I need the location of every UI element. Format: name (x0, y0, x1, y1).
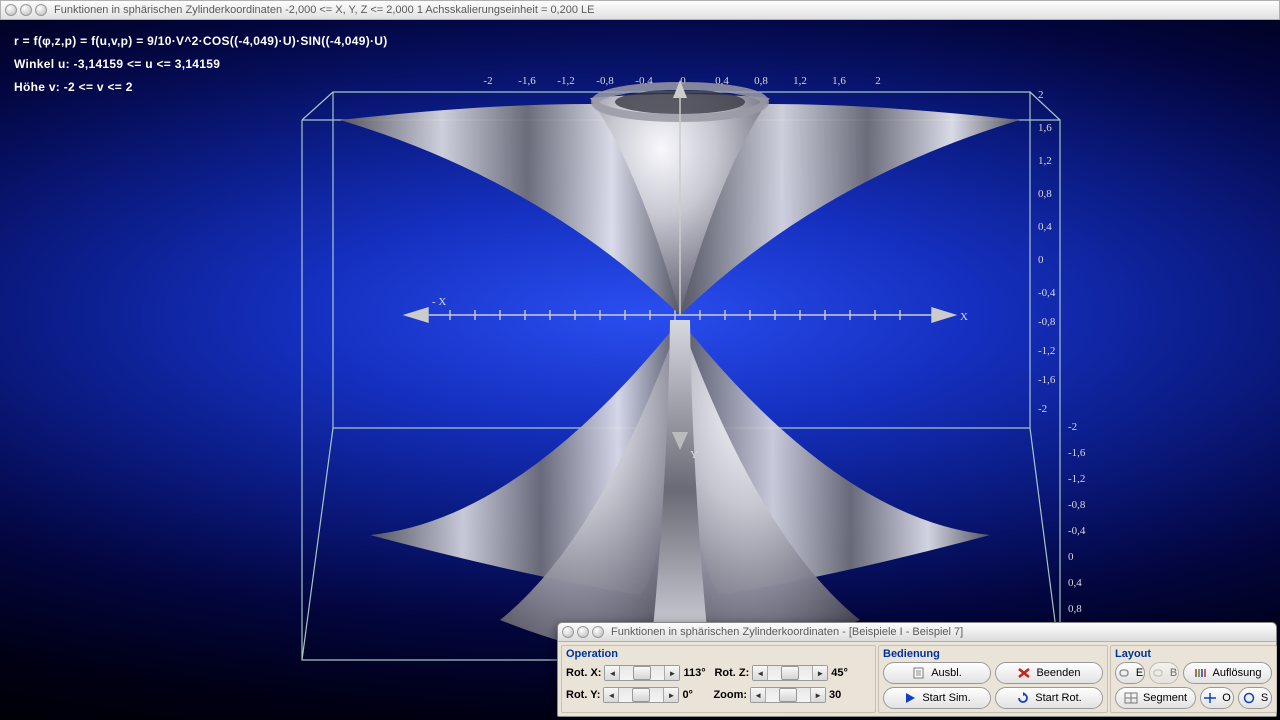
beenden-button[interactable]: Beenden (995, 662, 1103, 684)
rotz-value: 45° (831, 667, 859, 679)
viewport-3d[interactable]: r = f(φ,z,p) = f(u,v,p) = 9/10·V^2·COS((… (0, 20, 1280, 720)
control-panel: Funktionen in sphärischen Zylinderkoordi… (557, 622, 1277, 717)
b-label: B (1170, 667, 1177, 679)
arrow-left-icon[interactable]: ◄ (753, 666, 768, 680)
e-button[interactable]: E (1115, 662, 1145, 684)
o-button[interactable]: O (1200, 687, 1234, 709)
link-icon (1151, 667, 1165, 679)
s-label: S (1261, 692, 1268, 704)
bars-icon (1194, 667, 1208, 679)
arrow-left-icon[interactable]: ◄ (605, 666, 620, 680)
ausbl-button[interactable]: Ausbl. (883, 662, 991, 684)
e-label: E (1136, 667, 1143, 679)
zoom-label: Zoom: (713, 689, 747, 701)
panel-title-text: Funktionen in sphärischen Zylinderkoordi… (611, 626, 963, 638)
panel-window-button-1[interactable] (562, 626, 574, 638)
formula-line-3: Höhe v: -2 <= v <= 2 (14, 76, 388, 99)
s-button[interactable]: S (1238, 687, 1272, 709)
roty-slider[interactable]: ◄► (603, 687, 679, 703)
document-icon (912, 667, 926, 679)
arrow-right-icon[interactable]: ► (663, 688, 678, 702)
zoom-slider[interactable]: ◄► (750, 687, 826, 703)
link-icon (1117, 667, 1131, 679)
o-label: O (1222, 692, 1231, 704)
ausbl-label: Ausbl. (931, 667, 962, 679)
group-layout: Layout E B Auflösung Segment (1110, 645, 1277, 713)
startsim-label: Start Sim. (922, 692, 970, 704)
seg-label: Segment (1143, 692, 1187, 704)
b-button[interactable]: B (1149, 662, 1179, 684)
zoom-value: 30 (829, 689, 857, 701)
panel-titlebar: Funktionen in sphärischen Zylinderkoordi… (558, 623, 1276, 642)
startrot-label: Start Rot. (1035, 692, 1081, 704)
layout-heading: Layout (1115, 648, 1272, 662)
panel-window-button-3[interactable] (592, 626, 604, 638)
aufl-label: Auflösung (1213, 667, 1262, 679)
close-x-icon (1017, 667, 1031, 679)
operation-heading: Operation (566, 648, 871, 662)
formula-line-2: Winkel u: -3,14159 <= u <= 3,14159 (14, 53, 388, 76)
window-button-1[interactable] (5, 4, 17, 16)
arrow-right-icon[interactable]: ► (810, 688, 825, 702)
group-operation: Operation Rot. X: ◄► 113° Rot. Z: ◄► 45°… (561, 645, 876, 713)
panel-window-button-2[interactable] (577, 626, 589, 638)
group-bedienung: Bedienung Ausbl. Beenden Start Sim. (878, 645, 1108, 713)
main-titlebar: Funktionen in sphärischen Zylinderkoordi… (0, 0, 1280, 20)
formula-line-1: r = f(φ,z,p) = f(u,v,p) = 9/10·V^2·COS((… (14, 30, 388, 53)
rotx-slider[interactable]: ◄► (604, 665, 680, 681)
arrow-left-icon[interactable]: ◄ (604, 688, 619, 702)
arrow-right-icon[interactable]: ► (664, 666, 679, 680)
rotate-icon (1016, 692, 1030, 704)
startsim-button[interactable]: Start Sim. (883, 687, 991, 709)
window-title: Funktionen in sphärischen Zylinderkoordi… (54, 4, 594, 16)
aufloesung-button[interactable]: Auflösung (1183, 662, 1272, 684)
window-button-3[interactable] (35, 4, 47, 16)
grid-icon (1124, 692, 1138, 704)
formula-overlay: r = f(φ,z,p) = f(u,v,p) = 9/10·V^2·COS((… (14, 30, 388, 98)
arrow-left-icon[interactable]: ◄ (751, 688, 766, 702)
segment-button[interactable]: Segment (1115, 687, 1196, 709)
startrot-button[interactable]: Start Rot. (995, 687, 1103, 709)
play-icon (903, 692, 917, 704)
rotz-slider[interactable]: ◄► (752, 665, 828, 681)
rotz-label: Rot. Z: (714, 667, 749, 679)
bedienung-heading: Bedienung (883, 648, 1103, 662)
circle-icon (1242, 692, 1256, 704)
beenden-label: Beenden (1036, 667, 1080, 679)
roty-value: 0° (682, 689, 710, 701)
roty-label: Rot. Y: (566, 689, 600, 701)
rotx-value: 113° (683, 667, 711, 679)
crosshair-icon (1203, 692, 1217, 704)
rotx-label: Rot. X: (566, 667, 601, 679)
arrow-right-icon[interactable]: ► (812, 666, 827, 680)
window-button-2[interactable] (20, 4, 32, 16)
